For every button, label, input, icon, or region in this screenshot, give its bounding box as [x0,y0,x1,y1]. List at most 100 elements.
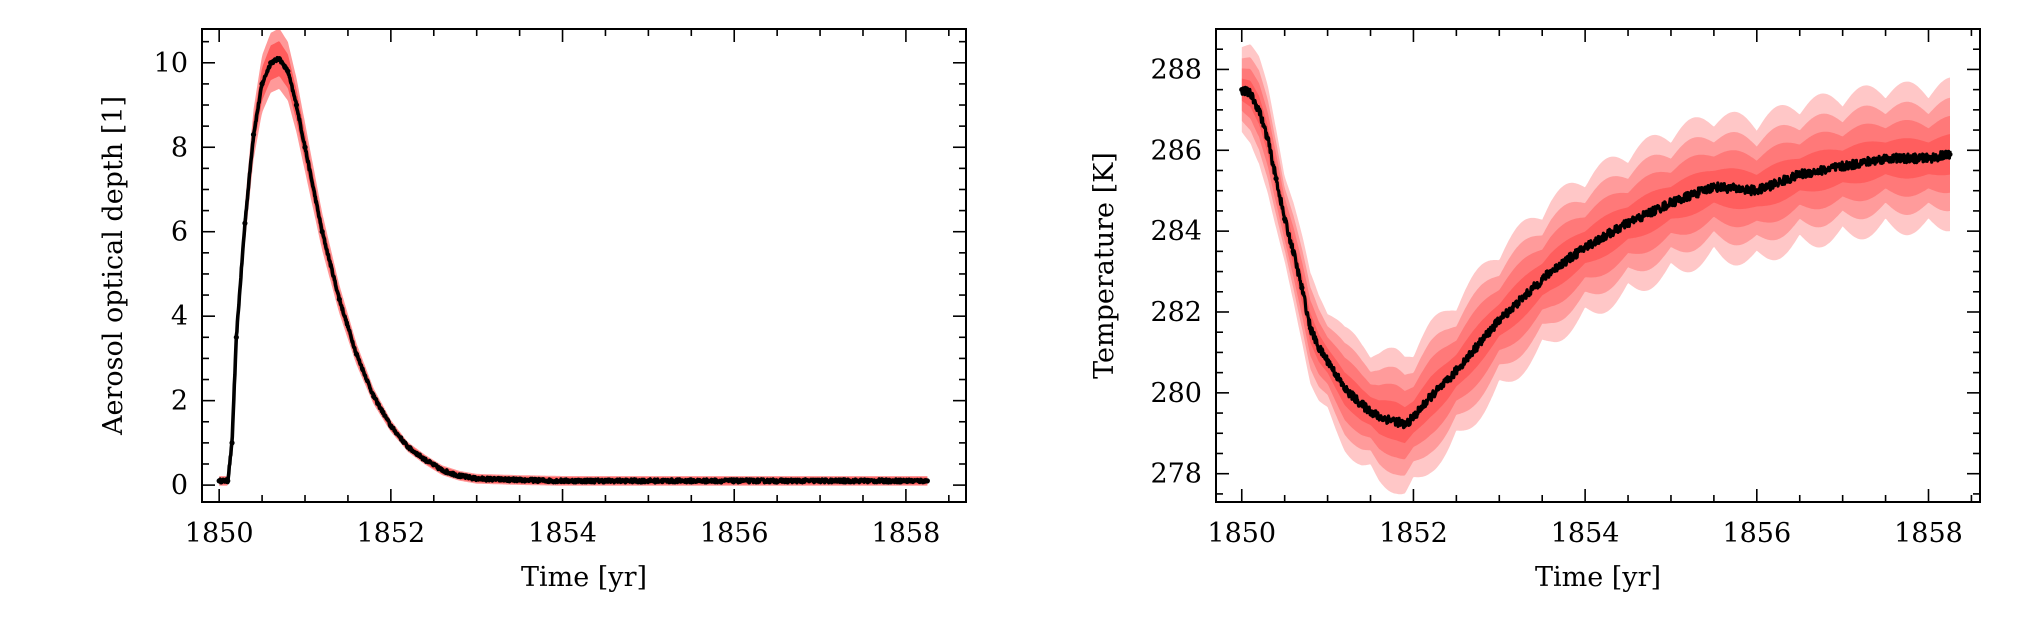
data-point [1247,91,1253,97]
x-tick-label: 1850 [1207,518,1276,549]
data-point [456,473,463,479]
data-point [1290,248,1296,254]
data-point [276,55,282,62]
data-point [1754,188,1760,194]
data-point [1582,244,1588,250]
data-point [1342,386,1348,392]
ensemble-band [1241,44,1950,495]
data-point [216,478,222,484]
y-tick-label: 2 [171,386,188,417]
data-point [1668,200,1674,206]
data-point [1324,357,1331,364]
data-point [302,144,308,150]
data-point [1797,171,1803,178]
aerosol-optical-depth-chart: 1850 1852 1854 1856 1858 0 2 4 6 8 10 Time [yr] Aero… [98,28,967,593]
x-tick-label: 1856 [700,518,769,549]
ensemble-band [1241,57,1950,476]
data-point [225,478,231,484]
x-tick-label: 1858 [1894,518,1963,549]
data-point [405,444,411,450]
x-tick-label: 1858 [872,518,941,549]
data-point [1548,268,1554,275]
data-point [903,478,909,484]
data-point [1462,357,1468,364]
data-point [1264,135,1271,141]
plot-frame [201,28,967,503]
data-point [1393,418,1399,424]
mean-series-line [217,55,930,485]
data-point [242,220,248,226]
y-tick-label: 0 [171,470,188,501]
data-point [1307,325,1314,331]
x-tick-label: 1852 [356,518,425,549]
data-point [924,478,930,484]
data-point [422,457,428,463]
x-tick-label: 1854 [528,518,597,549]
data-point [268,60,274,66]
y-axis-label: Temperature [K] [1089,152,1120,379]
temperature-chart: 1850 1852 1854 1856 1858 278 280 282 284 286 288 Ti… [1089,28,1981,593]
data-point [1428,394,1434,400]
x-axis-label: Time [yr] [1535,562,1661,593]
data-point [1273,175,1279,182]
data-point [336,296,342,302]
data-point [353,351,360,357]
ensemble-band [219,29,928,486]
data-point [439,467,445,473]
data-point [1282,216,1288,222]
plot-area [1239,44,1953,495]
y-axis-label: Aerosol optical depth [1] [98,96,129,436]
y-tick-label: 288 [1150,54,1202,85]
data-point [1316,345,1322,351]
ensemble-band [219,41,928,485]
y-tick-label: 286 [1150,135,1202,166]
data-point [1882,155,1889,161]
data-point [1711,184,1717,190]
data-point [388,423,394,429]
y-tick-label: 6 [171,217,188,248]
data-point [1359,402,1365,408]
data-point [1376,414,1382,420]
y-tick-label: 10 [154,48,188,79]
data-point [1496,317,1502,323]
x-tick-label: 1852 [1379,518,1448,549]
data-point [1479,337,1485,343]
y-tick-label: 280 [1150,378,1202,409]
data-point [1522,293,1528,299]
data-point [645,478,651,484]
data-point [731,478,737,484]
x-tick-label: 1850 [185,518,254,549]
data-point [229,440,235,446]
x-tick-label: 1856 [1722,518,1791,549]
data-point [1256,107,1262,113]
x-axis-label: Time [yr] [521,562,647,593]
plot-area [216,29,930,486]
plot-frame [1215,28,1981,503]
data-point [259,81,265,87]
y-tick-label: 4 [171,301,188,332]
y-tick-label: 8 [171,132,188,163]
data-point [285,68,291,74]
data-point [1925,155,1932,161]
y-tick-label: 278 [1150,459,1202,490]
data-point [371,393,377,400]
data-point [1402,422,1408,428]
y-tick-label: 282 [1150,297,1202,328]
data-point [233,334,239,340]
data-point [1445,378,1451,384]
data-point [250,131,257,138]
y-tick-label: 284 [1150,216,1202,247]
data-point [319,229,325,235]
data-point [1410,414,1417,420]
data-point [1239,87,1245,93]
data-point [1840,163,1846,170]
data-point [1947,151,1953,157]
x-tick-label: 1854 [1551,518,1620,549]
data-point [1299,285,1305,291]
data-point [517,477,523,483]
data-point [1625,220,1631,226]
ensemble-band [1241,68,1950,460]
data-point [817,478,823,484]
data-point [474,476,480,482]
